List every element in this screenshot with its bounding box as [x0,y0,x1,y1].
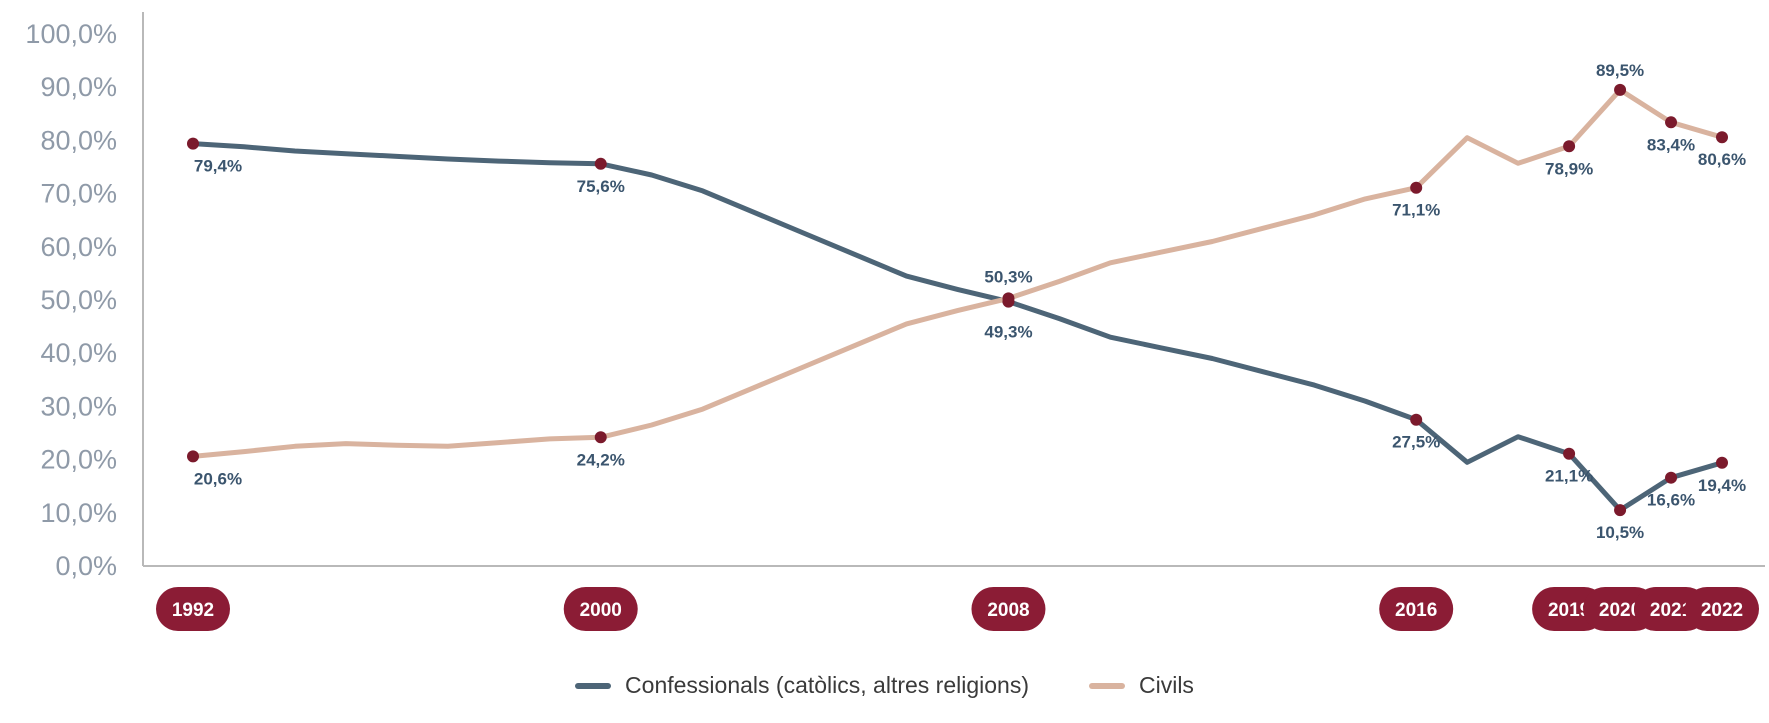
x-tick-label: 1992 [172,600,214,621]
data-point-marker [1665,471,1678,484]
data-point-marker [1002,292,1015,305]
data-label: 89,5% [1596,61,1644,80]
data-label: 20,6% [194,469,242,488]
y-tick-label: 20,0% [40,445,117,475]
series-markers [187,83,1728,517]
legend-swatch-confessionals [575,682,612,689]
data-point-marker [594,431,607,444]
legend-label-confessionals: Confessionals (catòlics, altres religion… [625,672,1029,698]
y-tick-label: 0,0% [55,551,117,581]
data-point-marker [187,137,199,150]
data-point-marker [1410,413,1423,426]
data-point-marker [1614,504,1627,517]
x-tick-label: 2008 [987,600,1029,621]
data-label: 16,6% [1647,491,1695,510]
y-tick-label: 60,0% [40,232,117,262]
data-label: 71,1% [1392,201,1440,220]
data-label: 24,2% [577,450,625,469]
data-point-marker [1716,456,1728,469]
data-label: 80,6% [1698,150,1746,169]
data-labels: 79,4% 75,6% 49,3% 27,5% 21,1% 10,5%16,6%19,4%… [194,61,1746,542]
data-label: 19,4% [1698,476,1746,495]
data-label: 75,6% [577,177,625,196]
data-label: 10,5% [1596,523,1644,542]
year-pill [156,587,230,631]
data-label: 49,3% [984,323,1032,342]
data-label: 21,1% [1545,467,1593,486]
y-tick-label: 50,0% [40,285,117,315]
series-line-civils [190,87,1725,459]
data-point-marker [1716,131,1728,144]
x-tick-label: 2019 [1548,600,1590,621]
y-tick-label: 40,0% [40,338,117,368]
series-lines [190,87,1725,513]
x-axis-year-pills: 1992 2000 2008 2016 2019 2020 2021 2022 [156,587,1759,631]
y-tick-label: 10,0% [40,498,117,528]
data-label: 50,3% [984,267,1032,286]
data-label: 83,4% [1647,135,1695,154]
legend-item-civils[interactable]: Civils [1088,672,1194,699]
y-axis: 0,0% 10,0% 20,0% 30,0% 40,0% 50,0% 60,0% 70,0% 8… [25,19,117,581]
data-label: 78,9% [1545,159,1593,178]
year-pill [1685,587,1759,631]
legend-item-confessionals[interactable]: Confessionals (catòlics, altres religion… [575,672,1029,699]
line-chart: 0,0% 10,0% 20,0% 30,0% 40,0% 50,0% 60,0% 70,0% 8… [25,12,1765,631]
legend-swatch-civils [1088,682,1125,689]
year-pill [971,587,1046,631]
y-tick-label: 90,0% [40,72,117,102]
data-label: 79,4% [194,157,242,176]
series-line-confessionals [190,141,1725,513]
x-tick-label: 2000 [580,600,622,621]
data-point-marker [1614,83,1627,96]
year-pill [1379,587,1454,631]
x-tick-label: 2020 [1599,600,1641,621]
legend: Confessionals (catòlics, altres religion… [0,672,1769,699]
y-tick-label: 70,0% [40,179,117,209]
x-tick-label: 2022 [1701,600,1743,621]
y-tick-label: 100,0% [25,19,117,49]
data-point-marker [594,157,607,170]
data-point-marker [1563,447,1576,460]
y-tick-label: 30,0% [40,391,117,421]
data-point-marker [1563,140,1576,153]
data-label: 27,5% [1392,433,1440,452]
data-point-marker [1410,181,1423,194]
x-tick-label: 2016 [1395,600,1437,621]
data-point-marker [187,450,199,463]
y-tick-label: 80,0% [40,125,117,155]
data-point-marker [1665,116,1678,129]
x-tick-label: 2021 [1650,600,1693,621]
year-pill [563,587,638,631]
legend-label-civils: Civils [1138,672,1194,698]
